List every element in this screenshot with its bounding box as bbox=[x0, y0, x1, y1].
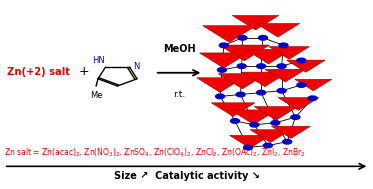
Circle shape bbox=[237, 64, 246, 68]
Circle shape bbox=[244, 145, 253, 150]
Circle shape bbox=[257, 64, 266, 68]
Polygon shape bbox=[286, 60, 325, 72]
Circle shape bbox=[236, 92, 245, 97]
Circle shape bbox=[279, 43, 288, 48]
Text: MeOH: MeOH bbox=[163, 44, 195, 54]
Polygon shape bbox=[232, 15, 279, 30]
Text: +: + bbox=[79, 65, 89, 78]
Polygon shape bbox=[250, 130, 291, 143]
Polygon shape bbox=[278, 98, 319, 110]
Polygon shape bbox=[197, 78, 243, 92]
Text: Me: Me bbox=[90, 91, 102, 100]
Circle shape bbox=[217, 68, 226, 72]
Polygon shape bbox=[272, 126, 310, 138]
Polygon shape bbox=[200, 53, 248, 68]
Circle shape bbox=[271, 121, 280, 125]
Circle shape bbox=[297, 83, 306, 87]
Polygon shape bbox=[218, 74, 267, 89]
Circle shape bbox=[308, 96, 317, 101]
Polygon shape bbox=[295, 79, 332, 91]
Circle shape bbox=[238, 36, 247, 40]
Circle shape bbox=[277, 88, 286, 93]
Polygon shape bbox=[219, 45, 270, 61]
Polygon shape bbox=[254, 107, 298, 120]
Polygon shape bbox=[211, 103, 255, 116]
Polygon shape bbox=[256, 23, 300, 37]
Text: N: N bbox=[133, 62, 140, 71]
Text: r.t.: r.t. bbox=[173, 90, 185, 99]
Circle shape bbox=[250, 122, 259, 127]
Polygon shape bbox=[229, 135, 270, 148]
Polygon shape bbox=[245, 50, 292, 64]
Circle shape bbox=[216, 94, 225, 99]
Polygon shape bbox=[203, 26, 256, 42]
Circle shape bbox=[257, 90, 266, 95]
Circle shape bbox=[297, 58, 306, 63]
Circle shape bbox=[263, 143, 272, 148]
Polygon shape bbox=[269, 46, 310, 59]
Circle shape bbox=[291, 115, 300, 119]
Polygon shape bbox=[242, 72, 288, 87]
Circle shape bbox=[283, 139, 292, 144]
Circle shape bbox=[258, 36, 267, 40]
Text: Size ↗  Catalytic activity ↘: Size ↗ Catalytic activity ↘ bbox=[113, 171, 260, 181]
Circle shape bbox=[231, 119, 239, 123]
Text: Zn salt = Zn(acac)$_2$, Zn(NO$_3$)$_2$, ZnSO$_4$, Zn(ClO$_4$)$_2$, ZnCl$_2$, Zn(: Zn salt = Zn(acac)$_2$, Zn(NO$_3$)$_2$, … bbox=[4, 147, 305, 159]
Text: HN: HN bbox=[93, 56, 105, 65]
Circle shape bbox=[219, 43, 228, 48]
Text: Zn(+2) salt: Zn(+2) salt bbox=[7, 67, 70, 77]
Polygon shape bbox=[231, 110, 277, 124]
Polygon shape bbox=[265, 69, 306, 82]
Circle shape bbox=[277, 64, 286, 68]
